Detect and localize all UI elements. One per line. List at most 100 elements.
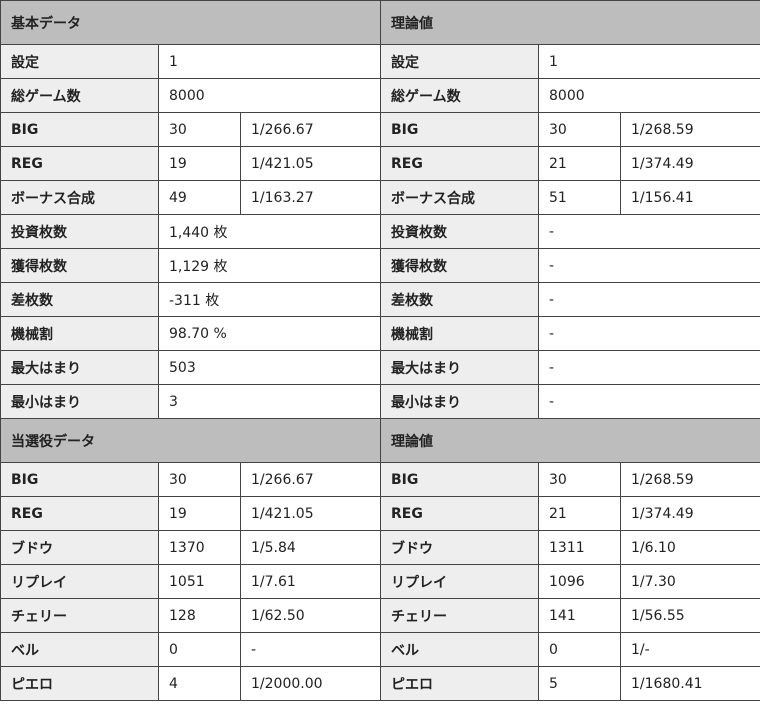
left-value: 1,129 枚: [157, 248, 382, 283]
right-probability: 1/374.49: [620, 496, 760, 531]
row-label: 差枚数: [0, 282, 159, 317]
row-label: 投資枚数: [380, 214, 540, 249]
row-label: 最小はまり: [380, 384, 540, 419]
table-row: 獲得枚数 1,129 枚獲得枚数 -: [0, 248, 760, 283]
left-probability: 1/163.27: [239, 180, 382, 215]
left-probability: 1/7.61: [239, 564, 382, 599]
row-label: REG: [0, 146, 159, 181]
row-label: リプレイ: [380, 564, 540, 599]
left-count: 19: [158, 496, 241, 531]
table-row: REG 19 1/421.05 REG 21 1/374.49: [0, 146, 760, 181]
row-label: 投資枚数: [0, 214, 159, 249]
left-value: 3: [157, 384, 382, 419]
left-count: 1370: [158, 530, 241, 565]
left-count: 49: [158, 180, 241, 215]
table-row: ピエロ 4 1/2000.00 ピエロ 5 1/1680.41: [0, 666, 760, 701]
table-row: 差枚数 -311 枚差枚数 -: [0, 282, 760, 317]
right-count: 30: [538, 112, 622, 147]
left-value: 1: [157, 44, 382, 79]
left-value: -311 枚: [157, 282, 382, 317]
right-probability: 1/7.30: [620, 564, 760, 599]
right-probability: 1/268.59: [620, 462, 760, 497]
right-probability: 1/374.49: [620, 146, 760, 181]
row-label: ベル: [0, 632, 159, 667]
slot-data-table: 基本データ 理論値 設定 1 設定 1 総ゲーム数 8000 総ゲーム数 8000 BIG 30 1/2…: [0, 0, 760, 701]
right-value: -: [538, 350, 760, 385]
right-count: 1096: [538, 564, 622, 599]
table-row: 投資枚数 1,440 枚投資枚数 -: [0, 214, 760, 249]
left-probability: 1/421.05: [239, 146, 382, 181]
row-label: BIG: [380, 462, 540, 497]
table-row: 総ゲーム数 8000 総ゲーム数 8000: [0, 78, 760, 113]
row-label: ブドウ: [380, 530, 540, 565]
left-probability: 1/5.84: [239, 530, 382, 565]
left-probability: -: [239, 632, 382, 667]
row-label: ピエロ: [0, 666, 159, 701]
row-label: REG: [380, 146, 540, 181]
table-row: 設定 1 設定 1: [0, 44, 760, 79]
right-value: 8000: [538, 78, 760, 113]
right-probability: 1/56.55: [620, 598, 760, 633]
table-row: チェリー 128 1/62.50 チェリー 141 1/56.55: [0, 598, 760, 633]
right-probability: 1/156.41: [620, 180, 760, 215]
right-count: 51: [538, 180, 622, 215]
right-value: 1: [538, 44, 760, 79]
table-row: ボーナス合成 49 1/163.27 ボーナス合成 51 1/156.41: [0, 180, 760, 215]
left-count: 19: [158, 146, 241, 181]
section-title: 基本データ: [0, 0, 382, 45]
row-label: 設定: [0, 44, 159, 79]
row-label: 機械割: [380, 316, 540, 351]
left-count: 4: [158, 666, 241, 701]
section-title: 当選役データ: [0, 418, 382, 463]
row-label: リプレイ: [0, 564, 159, 599]
right-count: 5: [538, 666, 622, 701]
right-value: -: [538, 248, 760, 283]
left-value: 8000: [157, 78, 382, 113]
table-row: 最小はまり 3 最小はまり -: [0, 384, 760, 419]
left-count: 30: [158, 112, 241, 147]
row-label: BIG: [380, 112, 540, 147]
left-probability: 1/62.50: [239, 598, 382, 633]
right-value: -: [538, 316, 760, 351]
row-label: 獲得枚数: [0, 248, 159, 283]
row-label: BIG: [0, 462, 159, 497]
right-value: -: [538, 282, 760, 317]
row-label: ベル: [380, 632, 540, 667]
left-count: 1051: [158, 564, 241, 599]
row-label: 総ゲーム数: [0, 78, 159, 113]
left-value: 1,440 枚: [157, 214, 382, 249]
left-value: 98.70 %: [157, 316, 382, 351]
left-count: 30: [158, 462, 241, 497]
right-probability: 1/6.10: [620, 530, 760, 565]
table-row: BIG 30 1/266.67 BIG 30 1/268.59: [0, 462, 760, 497]
row-label: チェリー: [380, 598, 540, 633]
left-count: 0: [158, 632, 241, 667]
right-count: 141: [538, 598, 622, 633]
table-row: リプレイ 1051 1/7.61 リプレイ 1096 1/7.30: [0, 564, 760, 599]
row-label: ピエロ: [380, 666, 540, 701]
row-label: ブドウ: [0, 530, 159, 565]
left-probability: 1/266.67: [239, 462, 382, 497]
row-label: REG: [380, 496, 540, 531]
left-probability: 1/421.05: [239, 496, 382, 531]
row-label: 機械割: [0, 316, 159, 351]
row-label: 最大はまり: [380, 350, 540, 385]
table-row: BIG 30 1/266.67 BIG 30 1/268.59: [0, 112, 760, 147]
right-value: -: [538, 384, 760, 419]
theory-title: 理論値: [380, 418, 760, 463]
right-probability: 1/-: [620, 632, 760, 667]
row-label: ボーナス合成: [380, 180, 540, 215]
row-label: 差枚数: [380, 282, 540, 317]
row-label: REG: [0, 496, 159, 531]
row-label: 最大はまり: [0, 350, 159, 385]
theory-title: 理論値: [380, 0, 760, 45]
right-count: 0: [538, 632, 622, 667]
table-row: 機械割 98.70 % 機械割 -: [0, 316, 760, 351]
right-probability: 1/1680.41: [620, 666, 760, 701]
table-row: REG 19 1/421.05 REG 21 1/374.49: [0, 496, 760, 531]
row-label: 設定: [380, 44, 540, 79]
row-label: ボーナス合成: [0, 180, 159, 215]
table-row: 最大はまり 503 最大はまり -: [0, 350, 760, 385]
left-probability: 1/2000.00: [239, 666, 382, 701]
table-row: ブドウ 1370 1/5.84 ブドウ 1311 1/6.10: [0, 530, 760, 565]
